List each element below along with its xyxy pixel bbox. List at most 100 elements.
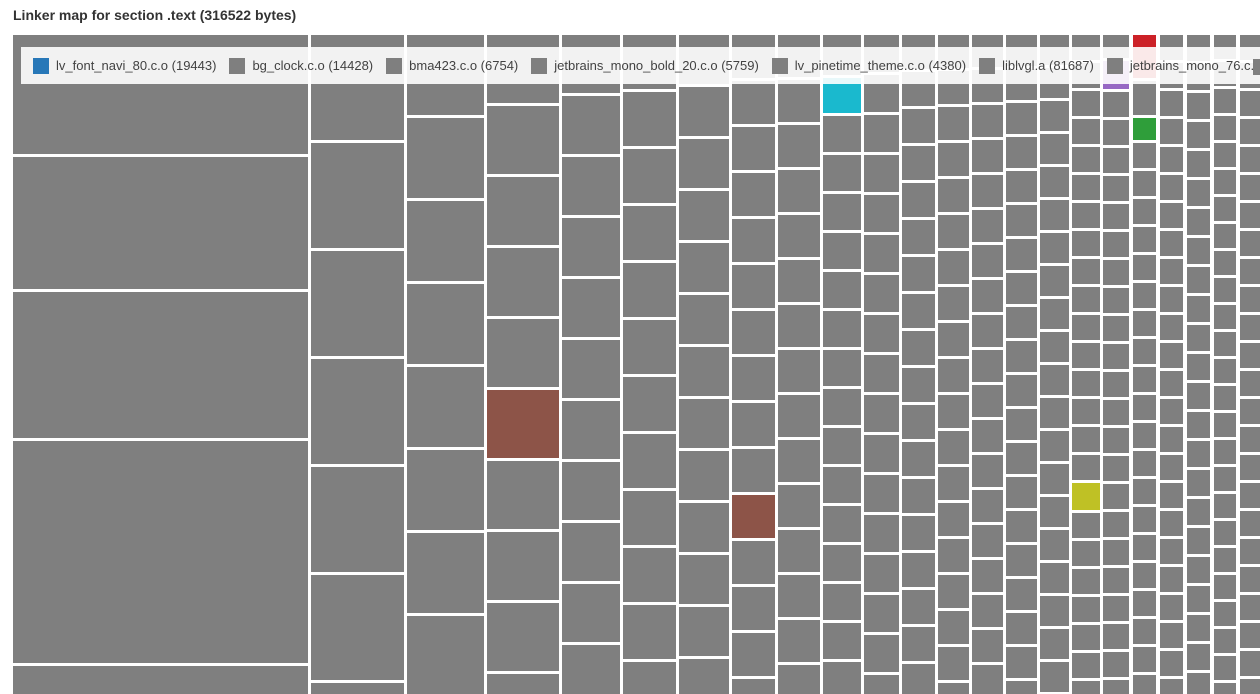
treemap-cell[interactable] xyxy=(972,385,1003,417)
treemap-cell[interactable] xyxy=(679,243,729,292)
treemap-cell[interactable] xyxy=(1006,205,1037,236)
treemap-cell[interactable] xyxy=(823,272,861,308)
treemap-cell[interactable] xyxy=(1133,535,1156,560)
treemap-cell[interactable] xyxy=(1072,569,1100,594)
treemap-cell[interactable] xyxy=(1240,119,1260,144)
treemap-cell[interactable] xyxy=(13,441,308,663)
treemap-cell[interactable] xyxy=(1160,343,1183,368)
treemap-cell[interactable] xyxy=(1187,470,1210,496)
treemap-cell[interactable] xyxy=(562,523,620,581)
treemap-cell[interactable] xyxy=(1040,431,1069,461)
treemap-cell[interactable] xyxy=(1187,296,1210,322)
treemap-cell[interactable] xyxy=(1006,409,1037,440)
treemap-cell[interactable] xyxy=(864,595,899,632)
treemap-cell[interactable] xyxy=(562,279,620,337)
treemap-cell[interactable] xyxy=(823,389,861,425)
treemap-cell[interactable] xyxy=(1133,367,1156,392)
treemap-cell[interactable] xyxy=(1187,528,1210,554)
treemap-cell[interactable] xyxy=(972,210,1003,242)
treemap-cell[interactable] xyxy=(732,81,775,124)
treemap-cell[interactable] xyxy=(1240,399,1260,424)
treemap-cell[interactable] xyxy=(1072,175,1100,200)
treemap-cell[interactable] xyxy=(1187,673,1210,694)
treemap-cell[interactable] xyxy=(972,630,1003,662)
treemap-cell[interactable] xyxy=(1240,567,1260,592)
treemap-cell[interactable] xyxy=(732,311,775,354)
treemap-cell[interactable] xyxy=(864,675,899,694)
treemap-cell[interactable] xyxy=(1072,513,1100,538)
treemap-cell[interactable] xyxy=(1187,441,1210,467)
treemap-cell[interactable] xyxy=(1214,170,1236,194)
treemap-cell[interactable] xyxy=(1240,371,1260,396)
treemap-cell[interactable] xyxy=(864,435,899,472)
treemap-cell[interactable] xyxy=(13,157,308,289)
treemap-cell[interactable] xyxy=(623,320,676,374)
treemap-cell[interactable] xyxy=(823,194,861,230)
treemap-cell[interactable] xyxy=(732,219,775,262)
treemap-cell[interactable] xyxy=(1160,539,1183,564)
treemap-cell[interactable] xyxy=(1006,171,1037,202)
treemap-cell[interactable] xyxy=(1040,200,1069,230)
treemap-cell[interactable] xyxy=(864,515,899,552)
treemap-cell[interactable] xyxy=(1072,259,1100,284)
treemap-cell[interactable] xyxy=(1006,239,1037,270)
treemap-cell[interactable] xyxy=(1103,456,1129,481)
treemap-cell[interactable] xyxy=(732,541,775,584)
treemap-cell[interactable] xyxy=(562,340,620,398)
treemap-cell[interactable] xyxy=(732,265,775,308)
treemap-cell[interactable] xyxy=(1103,596,1129,621)
treemap-cell[interactable] xyxy=(938,179,969,212)
treemap-cell[interactable] xyxy=(1133,647,1156,672)
treemap-cell[interactable] xyxy=(1240,147,1260,172)
treemap-cell[interactable] xyxy=(1214,575,1236,599)
treemap-cell[interactable] xyxy=(1072,287,1100,312)
treemap-cell[interactable] xyxy=(1133,451,1156,476)
treemap-cell[interactable] xyxy=(679,87,729,136)
treemap-cell[interactable] xyxy=(1072,119,1100,144)
treemap-cell[interactable] xyxy=(1103,344,1129,369)
treemap-cell[interactable] xyxy=(938,215,969,248)
treemap-cell[interactable] xyxy=(1040,101,1069,131)
treemap-cell[interactable] xyxy=(972,455,1003,487)
treemap-cell[interactable] xyxy=(1133,423,1156,448)
treemap-cell[interactable] xyxy=(732,403,775,446)
treemap-cell[interactable] xyxy=(1133,118,1156,140)
treemap-cell[interactable] xyxy=(902,368,935,402)
treemap-cell[interactable] xyxy=(1214,89,1236,113)
treemap-cell[interactable] xyxy=(1214,251,1236,275)
treemap-cell[interactable] xyxy=(1160,595,1183,620)
treemap-cell[interactable] xyxy=(864,235,899,272)
treemap-cell[interactable] xyxy=(13,666,308,694)
treemap-cell[interactable] xyxy=(679,139,729,188)
treemap-cell[interactable] xyxy=(938,323,969,356)
treemap-cell[interactable] xyxy=(732,495,775,538)
treemap-cell[interactable] xyxy=(823,350,861,386)
treemap-cell[interactable] xyxy=(778,260,820,302)
treemap-cell[interactable] xyxy=(1187,412,1210,438)
treemap-cell[interactable] xyxy=(1214,683,1236,694)
treemap-cell[interactable] xyxy=(1187,267,1210,293)
treemap-cell[interactable] xyxy=(1240,679,1260,694)
treemap-cell[interactable] xyxy=(1187,180,1210,206)
treemap-cell[interactable] xyxy=(1240,511,1260,536)
treemap-cell[interactable] xyxy=(732,173,775,216)
treemap-cell[interactable] xyxy=(823,233,861,269)
treemap-cell[interactable] xyxy=(487,319,559,387)
treemap-cell[interactable] xyxy=(1240,203,1260,228)
treemap-cell[interactable] xyxy=(902,146,935,180)
treemap-cell[interactable] xyxy=(1214,224,1236,248)
treemap-cell[interactable] xyxy=(1040,332,1069,362)
treemap-cell[interactable] xyxy=(732,449,775,492)
treemap-cell[interactable] xyxy=(864,555,899,592)
treemap-cell[interactable] xyxy=(778,170,820,212)
treemap-cell[interactable] xyxy=(972,245,1003,277)
treemap-cell[interactable] xyxy=(623,377,676,431)
treemap-cell[interactable] xyxy=(1072,91,1100,116)
treemap-cell[interactable] xyxy=(1160,427,1183,452)
treemap-cell[interactable] xyxy=(407,616,484,694)
treemap-cell[interactable] xyxy=(902,479,935,513)
treemap-cell[interactable] xyxy=(778,125,820,167)
treemap-cell[interactable] xyxy=(1040,464,1069,494)
treemap-cell[interactable] xyxy=(902,590,935,624)
treemap-cell[interactable] xyxy=(1187,586,1210,612)
